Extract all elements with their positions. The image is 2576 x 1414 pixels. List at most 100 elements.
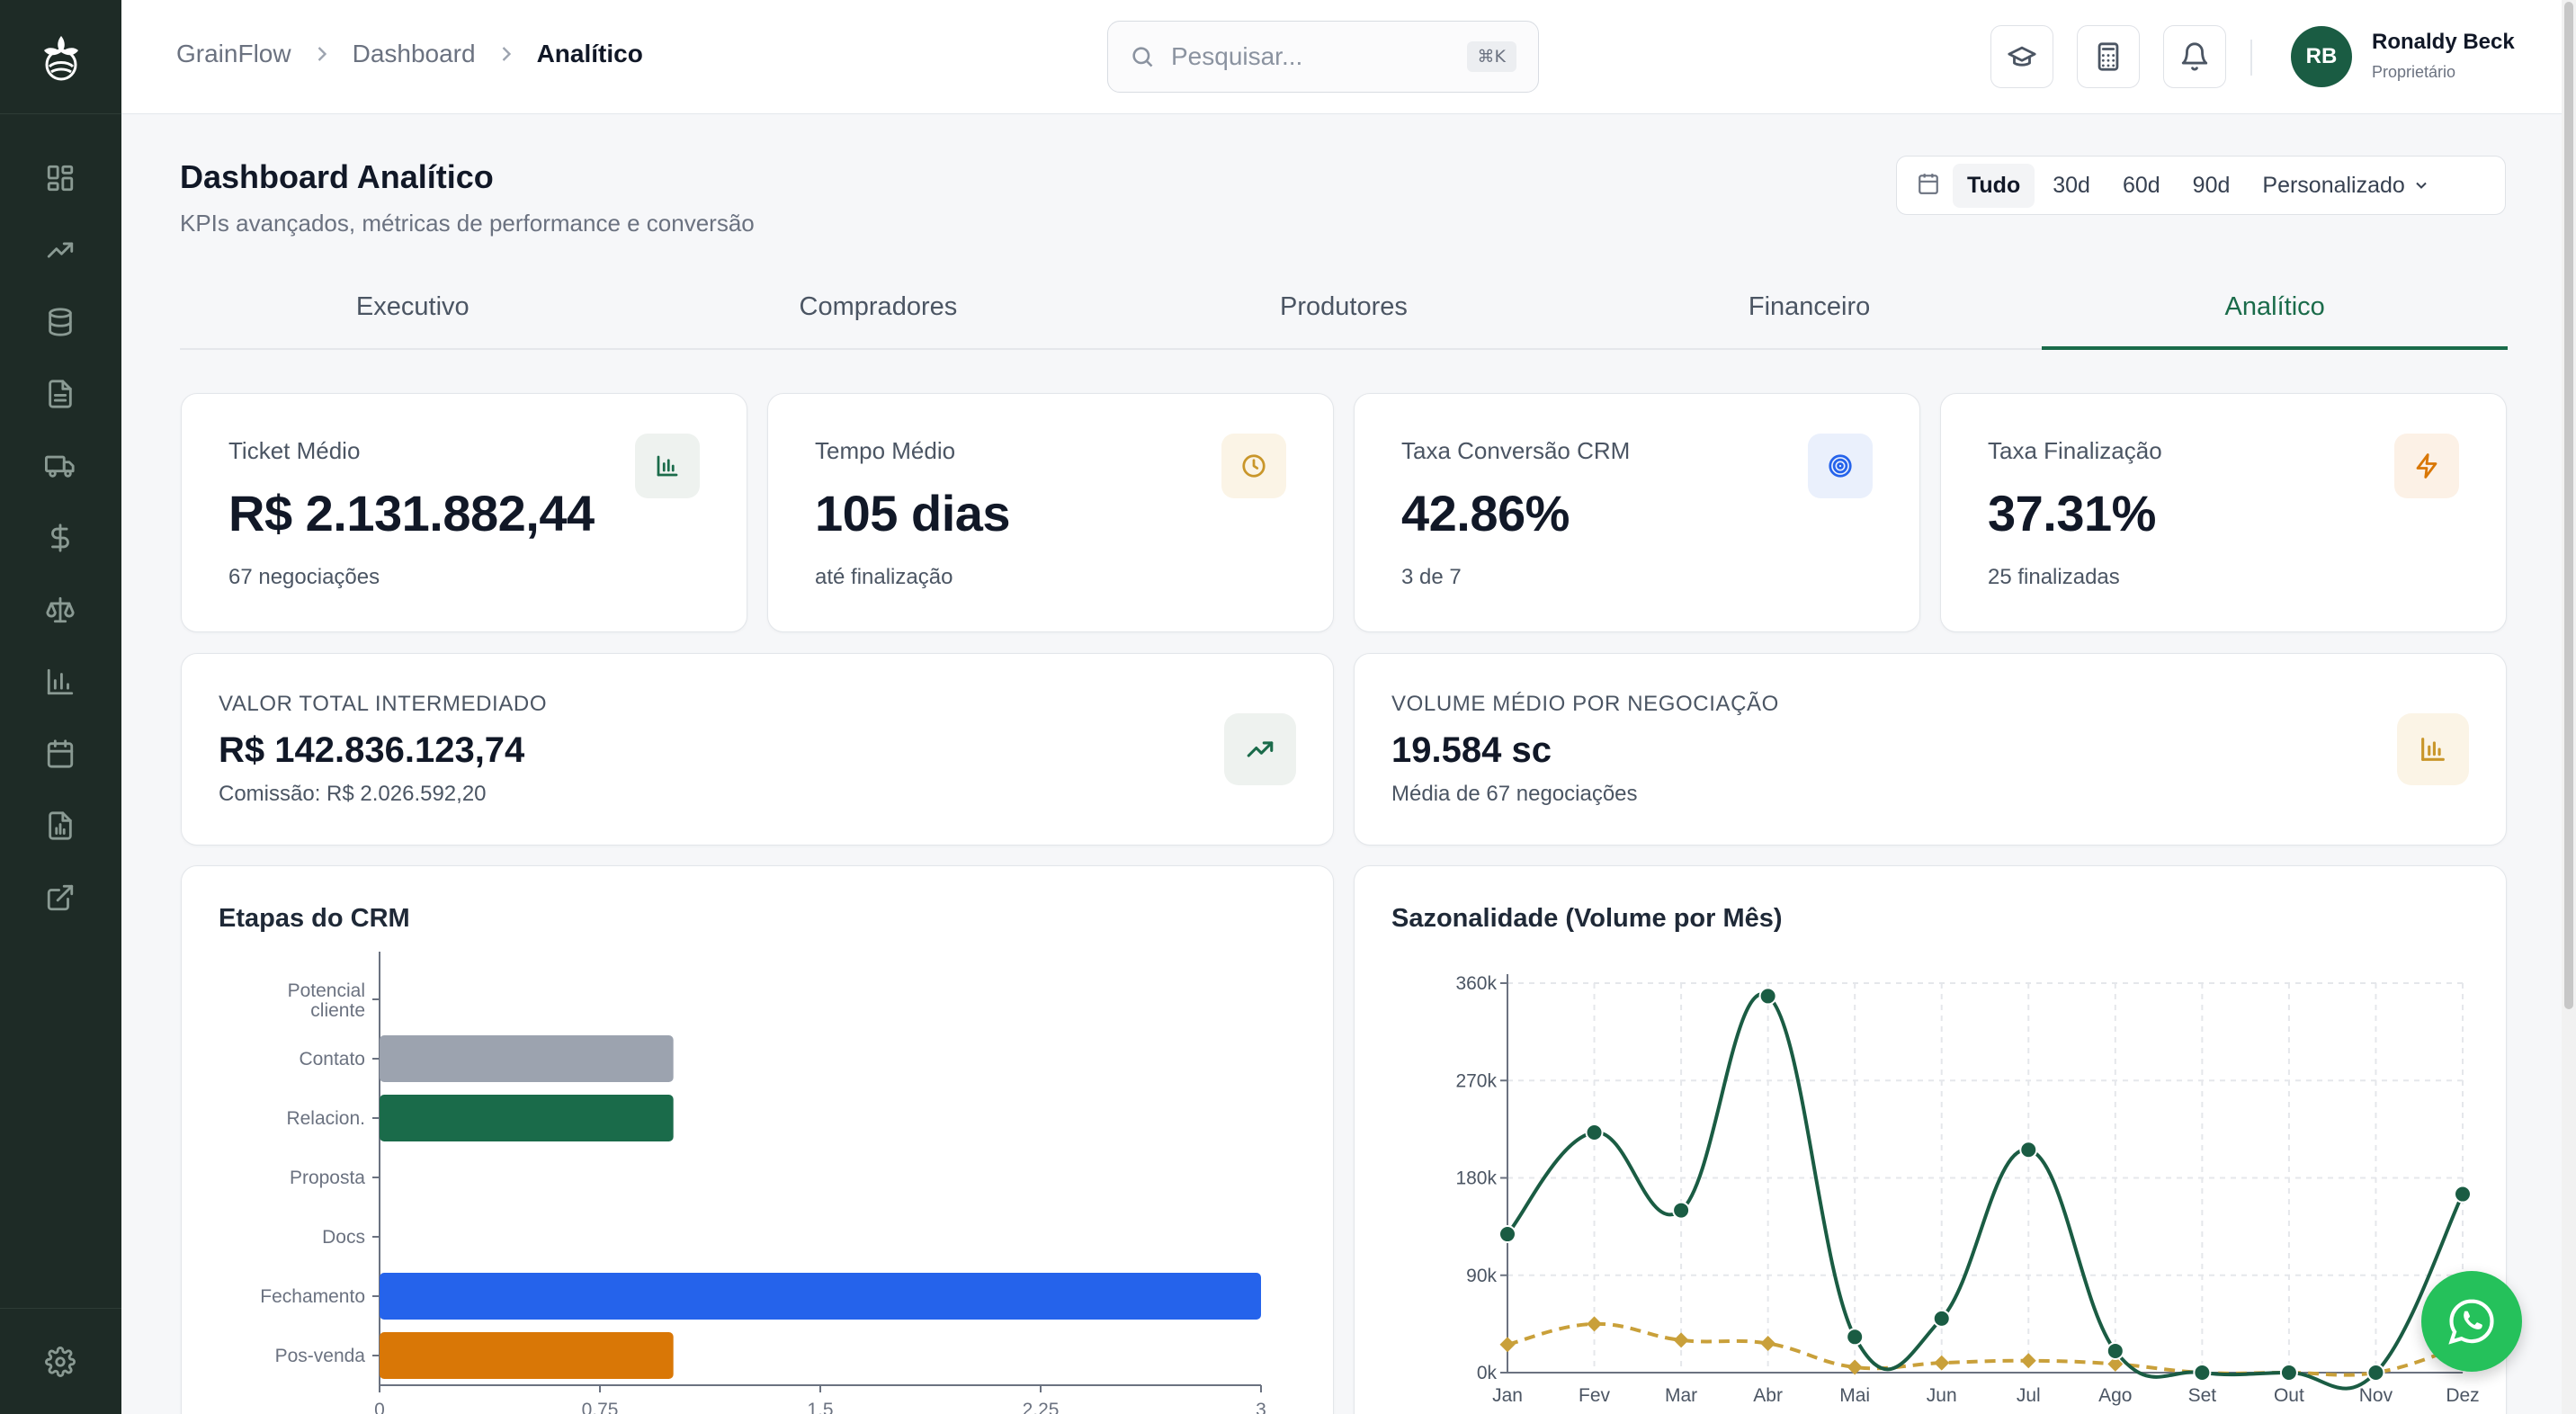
breadcrumb-item-dashboard[interactable]: Dashboard xyxy=(352,40,476,67)
y-tick-label: Contato xyxy=(299,1049,365,1069)
bar xyxy=(380,1332,674,1379)
chevron-down-icon xyxy=(2416,182,2427,189)
x-tick-label: Jul xyxy=(2017,1385,2041,1406)
bar xyxy=(380,1095,674,1141)
app-logo[interactable] xyxy=(0,0,121,114)
series-line xyxy=(1507,1321,2464,1377)
kpi-subtext: até finalização xyxy=(815,565,953,589)
series-point xyxy=(2454,1185,2472,1204)
kpi-subtext: 67 negociações xyxy=(228,565,380,589)
page-scrollbar[interactable] xyxy=(2562,0,2576,1414)
zap-icon xyxy=(2416,453,2437,479)
tab-produtores[interactable]: Produtores xyxy=(1280,292,1408,321)
period-90d[interactable]: 90d xyxy=(2192,172,2231,198)
whatsapp-icon xyxy=(2448,1299,2494,1345)
x-tick-label: 0 xyxy=(374,1400,385,1414)
bar xyxy=(380,1273,1261,1320)
file-chart-icon xyxy=(49,811,72,840)
series-point xyxy=(1587,1316,1603,1332)
tab-compradores[interactable]: Compradores xyxy=(799,292,958,321)
sidebar-item-external[interactable] xyxy=(38,875,83,920)
calculator-button[interactable] xyxy=(2077,25,2140,88)
bar xyxy=(380,1035,674,1082)
avatar[interactable]: RB xyxy=(2291,26,2352,87)
period-custom-dropdown[interactable]: Personalizado xyxy=(2248,164,2444,208)
external-link-icon xyxy=(47,884,74,911)
calculator-icon xyxy=(2097,42,2119,71)
tab-analitico[interactable]: Analítico xyxy=(2042,274,2508,350)
sidebar-item-legal[interactable] xyxy=(38,587,83,632)
x-tick-label: 0.75 xyxy=(582,1400,619,1414)
bar-chart-icon xyxy=(657,455,678,477)
scrollbar-thumb[interactable] xyxy=(2564,2,2573,1009)
card-subtext: Média de 67 negociações xyxy=(1391,782,1638,806)
card-etapas-crm: Etapas do CRM 0 0.75 1.5 2.25 3 Potencial clie… xyxy=(181,865,1334,1414)
x-tick-label: Mai xyxy=(1839,1385,1870,1406)
truck-icon xyxy=(45,455,75,478)
sidebar-item-trends[interactable] xyxy=(38,228,83,273)
x-tick-label: Ago xyxy=(2098,1385,2132,1406)
x-tick-label: 1.5 xyxy=(807,1400,833,1414)
bar-chart-icon xyxy=(47,668,74,695)
series-point xyxy=(1499,1337,1516,1353)
search-input[interactable] xyxy=(1171,42,1441,71)
sidebar-item-finance[interactable] xyxy=(38,515,83,560)
whatsapp-button[interactable] xyxy=(2421,1271,2522,1372)
y-tick-label: Docs xyxy=(322,1227,365,1248)
card-icon-box xyxy=(1224,713,1296,785)
settings-button[interactable] xyxy=(38,1339,83,1384)
x-tick-label: Fev xyxy=(1579,1385,1611,1406)
card-valor-total: VALOR TOTAL INTERMEDIADO R$ 142.836.123,… xyxy=(181,653,1334,846)
series-point xyxy=(1934,1355,1950,1371)
sidebar-item-reports[interactable] xyxy=(38,659,83,704)
card-subtext: Comissão: R$ 2.026.592,20 xyxy=(219,782,487,806)
x-tick-label: Nov xyxy=(2359,1385,2393,1406)
dollar-icon xyxy=(51,524,69,552)
series-point xyxy=(1846,1328,1865,1347)
series-point xyxy=(1758,987,1777,1006)
y-tick-label: Pos-venda xyxy=(275,1346,366,1366)
sidebar-item-documents[interactable] xyxy=(38,371,83,416)
breadcrumb-item-current: Analítico xyxy=(536,40,643,67)
user-name: Ronaldy Beck xyxy=(2372,30,2515,54)
tab-financeiro[interactable]: Financeiro xyxy=(1748,292,1871,321)
calendar-icon xyxy=(47,739,74,768)
graduation-cap-icon xyxy=(2008,46,2036,67)
series-point xyxy=(1760,1336,1776,1352)
series-point xyxy=(2106,1341,2124,1360)
period-all[interactable]: Tudo xyxy=(1953,163,2035,208)
layout-grid-icon xyxy=(47,165,74,192)
series-point xyxy=(2279,1364,2298,1382)
y-tick-label: Potencial xyxy=(288,980,365,1001)
sidebar-item-calendar[interactable] xyxy=(38,731,83,776)
page-title: Dashboard Analítico xyxy=(180,158,494,195)
seasonality-line-chart: 0k 90k 180k 270k 360k Jan Fev Mar Abr Mai Jun Jul Ag… xyxy=(1455,973,2479,1406)
breadcrumb-item-app[interactable]: GrainFlow xyxy=(176,40,291,67)
search-icon xyxy=(1132,47,1153,67)
y-tick-label: 180k xyxy=(1455,1168,1497,1189)
sidebar xyxy=(0,0,121,1414)
y-tick-label: Fechamento xyxy=(260,1286,365,1307)
period-60d[interactable]: 60d xyxy=(2122,172,2160,198)
sidebar-item-database[interactable] xyxy=(38,300,83,345)
search-box[interactable]: ⌘K xyxy=(1107,21,1539,93)
top-header: GrainFlow Dashboard Analítico ⌘K RB Rona… xyxy=(121,0,2576,114)
kpi-subtext: 25 finalizadas xyxy=(1988,565,2120,589)
scale-icon xyxy=(46,596,75,623)
notifications-button[interactable] xyxy=(2163,25,2226,88)
x-tick-label: Jan xyxy=(1492,1385,1523,1406)
x-tick-label: Dez xyxy=(2446,1385,2479,1406)
kpi-icon-box xyxy=(1221,434,1286,498)
kpi-icon-box xyxy=(2394,434,2459,498)
tab-executivo[interactable]: Executivo xyxy=(355,292,470,321)
period-30d[interactable]: 30d xyxy=(2053,172,2090,198)
clock-icon xyxy=(1242,454,1266,478)
dashboard-tabs: Executivo Compradores Produtores Finance… xyxy=(180,274,2508,350)
kpi-card-taxa-conversao: Taxa Conversão CRM 42.86% 3 de 7 xyxy=(1354,393,1920,632)
x-tick-label: Abr xyxy=(1753,1385,1783,1406)
sidebar-item-logistics[interactable] xyxy=(38,443,83,488)
card-label: VOLUME MÉDIO POR NEGOCIAÇÃO xyxy=(1391,692,1779,716)
tutorials-button[interactable] xyxy=(1990,25,2053,88)
sidebar-item-dashboard[interactable] xyxy=(38,156,83,201)
sidebar-item-file-reports[interactable] xyxy=(38,803,83,848)
